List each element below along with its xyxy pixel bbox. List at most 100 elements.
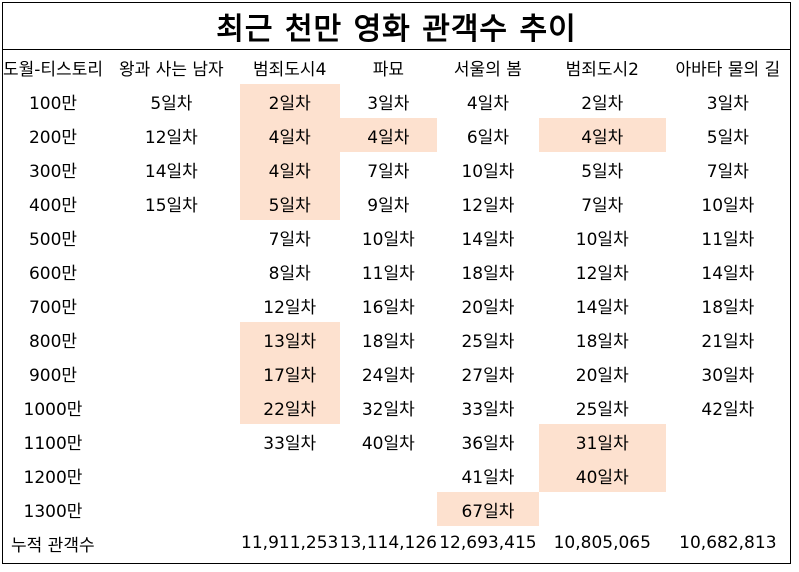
table-cell <box>539 492 666 526</box>
table-cell: 12일차 <box>461 195 515 216</box>
table-cell <box>103 424 240 458</box>
table-row: 1100만 33일차 40일차 36일차 31일차 <box>3 424 790 458</box>
table-cell <box>240 458 340 492</box>
row-label: 400만 <box>28 195 78 216</box>
table-cell: 20일차 <box>575 365 629 386</box>
column-header: 범죄도시2 <box>565 59 639 80</box>
table-cell <box>103 492 240 526</box>
table-cell <box>666 458 790 492</box>
table-cell: 8일차 <box>268 263 311 284</box>
table-cell: 4일차 <box>239 118 340 152</box>
table-cell <box>103 356 240 390</box>
table-cell: 4일차 <box>466 93 509 114</box>
table-row: 1300만 67일차 <box>3 492 790 526</box>
table-cell: 18일차 <box>361 331 415 352</box>
table-cell: 14일차 <box>461 229 515 250</box>
total-cell: 12,693,415 <box>439 533 537 553</box>
total-cell: 11,911,253 <box>241 533 339 553</box>
table-cell: 14일차 <box>575 297 629 318</box>
table-row: 200만 12일차 4일차 4일차 6일차 4일차 5일차 <box>3 118 790 152</box>
table-cell: 18일차 <box>701 297 755 318</box>
table-cell: 36일차 <box>461 433 515 454</box>
corner-header: 도월-티스토리 <box>3 59 103 80</box>
table-cell: 41일차 <box>461 467 515 488</box>
table-cell: 17일차 <box>239 356 340 390</box>
total-row: 누적 관객수 11,911,253 13,114,126 12,693,415 10,8… <box>3 526 790 560</box>
row-label: 1200만 <box>23 467 83 488</box>
table-cell: 2일차 <box>239 84 340 118</box>
table-cell: 10일차 <box>461 161 515 182</box>
table-cell: 10일차 <box>701 195 755 216</box>
table-cell: 9일차 <box>367 195 410 216</box>
table-cell: 12일차 <box>263 297 317 318</box>
table-cell: 33일차 <box>461 399 515 420</box>
table-row: 700만 12일차 16일차 20일차 14일차 18일차 <box>3 288 790 322</box>
table-cell: 14일차 <box>144 161 198 182</box>
table-cell: 18일차 <box>461 263 515 284</box>
table-cell: 14일차 <box>701 263 755 284</box>
table-cell <box>340 492 437 526</box>
table-cell: 25일차 <box>575 399 629 420</box>
table-cell: 27일차 <box>461 365 515 386</box>
table-row: 1000만 22일차 32일차 33일차 25일차 42일차 <box>3 390 790 424</box>
table-cell: 6일차 <box>466 127 509 148</box>
row-label: 1000만 <box>23 399 83 420</box>
table-cell: 42일차 <box>701 399 755 420</box>
table-cell: 4일차 <box>339 118 437 152</box>
row-label: 500만 <box>28 229 78 250</box>
table-cell: 25일차 <box>461 331 515 352</box>
table-cell: 7일차 <box>367 161 410 182</box>
row-label: 100만 <box>28 93 78 114</box>
table-cell: 22일차 <box>239 390 340 424</box>
row-label: 700만 <box>28 297 78 318</box>
total-cell: 13,114,126 <box>339 533 437 553</box>
table-cell: 15일차 <box>144 195 198 216</box>
table-cell: 40일차 <box>538 458 666 492</box>
table-row: 800만 13일차 18일차 25일차 18일차 21일차 <box>3 322 790 356</box>
table-cell: 5일차 <box>150 93 193 114</box>
table-cell: 4일차 <box>538 118 666 152</box>
table-cell: 33일차 <box>263 433 317 454</box>
table-cell <box>103 458 240 492</box>
table-cell <box>340 458 437 492</box>
table-row: 900만 17일차 24일차 27일차 20일차 30일차 <box>3 356 790 390</box>
table-cell: 13일차 <box>239 322 340 356</box>
table-cell <box>666 424 790 458</box>
total-cell <box>103 526 240 560</box>
column-header: 아바타 물의 길 <box>675 59 781 80</box>
table-cell <box>666 492 790 526</box>
table-cell: 12일차 <box>144 127 198 148</box>
table-cell: 20일차 <box>461 297 515 318</box>
table-row: 500만 7일차 10일차 14일차 10일차 11일차 <box>3 220 790 254</box>
table-cell: 5일차 <box>706 127 749 148</box>
spreadsheet: 최근 천만 영화 관객수 추이 도월-티스토리 왕과 사는 남자 범죄도시4 파묘 서울… <box>2 2 791 564</box>
row-label: 900만 <box>28 365 78 386</box>
table-cell: 21일차 <box>701 331 755 352</box>
table-cell: 7일차 <box>581 195 624 216</box>
column-header: 왕과 사는 남자 <box>119 59 224 80</box>
table-cell <box>103 254 240 288</box>
table-cell: 5일차 <box>239 186 340 220</box>
table-cell <box>103 288 240 322</box>
table-cell: 10일차 <box>575 229 629 250</box>
viewers-table: 도월-티스토리 왕과 사는 남자 범죄도시4 파묘 서울의 봄 범죄도시2 아바타 물의 길… <box>3 50 790 560</box>
table-cell: 10일차 <box>361 229 415 250</box>
table-cell: 16일차 <box>361 297 415 318</box>
table-cell: 18일차 <box>575 331 629 352</box>
table-row: 400만 15일차 5일차 9일차 12일차 7일차 10일차 <box>3 186 790 220</box>
page-title: 최근 천만 영화 관객수 추이 <box>3 3 790 50</box>
row-label: 800만 <box>28 331 78 352</box>
row-label: 300만 <box>28 161 78 182</box>
table-cell: 12일차 <box>575 263 629 284</box>
table-row: 600만 8일차 11일차 18일차 12일차 14일차 <box>3 254 790 288</box>
table-cell: 5일차 <box>581 161 624 182</box>
table-cell: 31일차 <box>538 424 666 458</box>
table-cell <box>240 492 340 526</box>
table-cell <box>103 322 240 356</box>
table-row: 300만 14일차 4일차 7일차 10일차 5일차 7일차 <box>3 152 790 186</box>
column-header: 서울의 봄 <box>453 59 522 80</box>
column-header: 파묘 <box>372 59 404 80</box>
table-cell: 24일차 <box>361 365 415 386</box>
row-label: 1300만 <box>23 501 83 522</box>
table-cell: 2일차 <box>581 93 624 114</box>
